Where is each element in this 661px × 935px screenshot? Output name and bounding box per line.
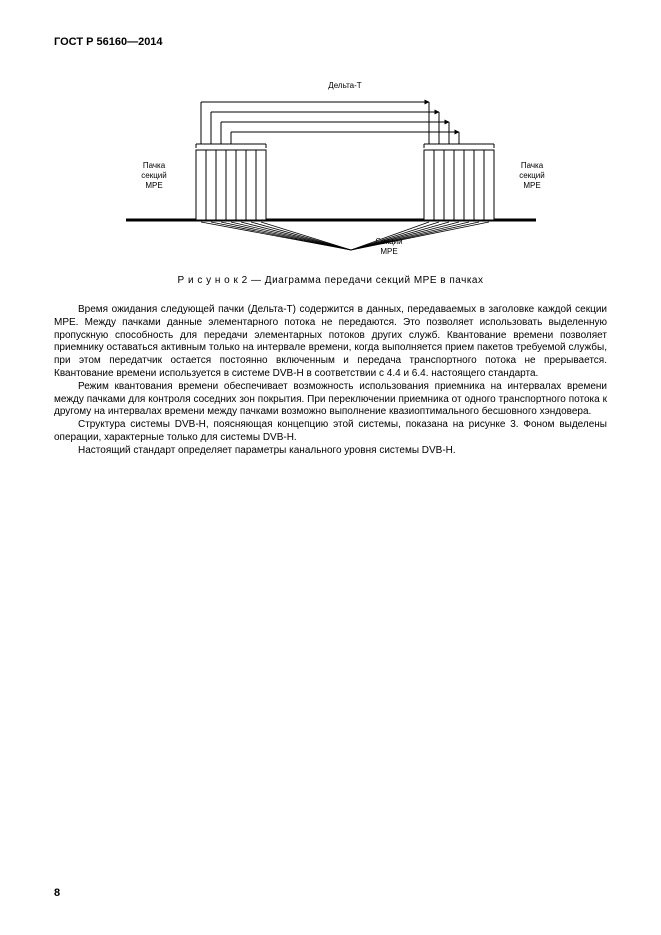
document-header: ГОСТ Р 56160—2014 — [54, 36, 607, 48]
svg-text:Пачка: Пачка — [142, 161, 165, 170]
page-number: 8 — [54, 887, 60, 899]
paragraph: Режим квантования времени обеспечивает в… — [54, 381, 607, 419]
svg-text:Пачка: Пачка — [520, 161, 543, 170]
paragraph: Структура системы DVB-H, поясняющая конц… — [54, 419, 607, 445]
svg-text:MPE: MPE — [145, 181, 162, 190]
svg-text:Дельта-Т: Дельта-Т — [328, 81, 362, 90]
page: ГОСТ Р 56160—2014 Дельта-ТПачкасекцийMPE… — [0, 0, 661, 935]
diagram-container: Дельта-ТПачкасекцийMPEПачкасекцийMPEСекц… — [54, 60, 607, 265]
body-text: Время ожидания следующей пачки (Дельта-Т… — [54, 304, 607, 458]
paragraph: Время ожидания следующей пачки (Дельта-Т… — [54, 304, 607, 381]
svg-text:Секции: Секции — [375, 237, 402, 246]
paragraph: Настоящий стандарт определяет параметры … — [54, 445, 607, 458]
svg-text:секций: секций — [141, 171, 166, 180]
burst-diagram: Дельта-ТПачкасекцийMPEПачкасекцийMPEСекц… — [86, 60, 576, 265]
svg-text:MPE: MPE — [380, 247, 397, 256]
svg-text:секций: секций — [519, 171, 544, 180]
svg-text:MPE: MPE — [523, 181, 540, 190]
figure-caption: Р и с у н о к 2 — Диаграмма передачи сек… — [54, 275, 607, 286]
